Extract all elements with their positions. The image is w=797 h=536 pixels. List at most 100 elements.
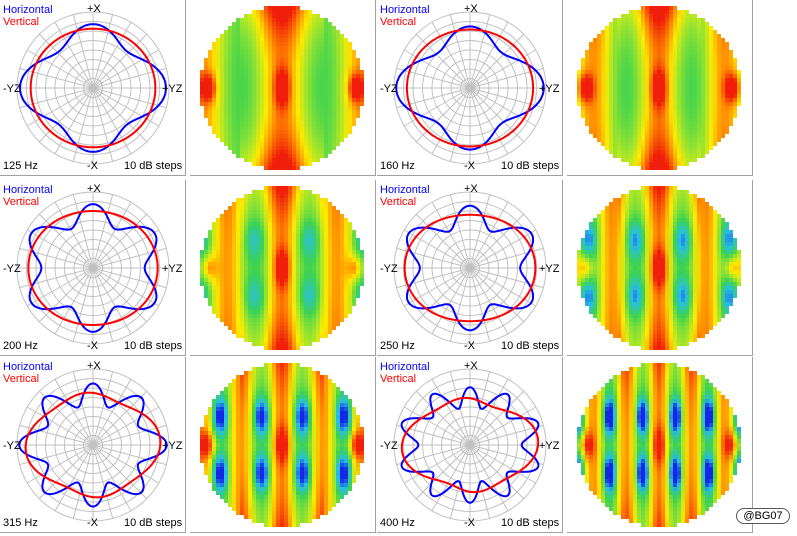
map-cell xyxy=(300,34,304,38)
map-cell xyxy=(220,86,224,90)
map-cell xyxy=(228,98,232,102)
map-cell xyxy=(292,290,296,294)
map-cell xyxy=(300,330,304,334)
map-cell xyxy=(284,118,288,122)
map-cell xyxy=(244,62,248,66)
map-cell xyxy=(605,146,609,150)
map-cell xyxy=(212,254,216,258)
map-cell xyxy=(661,238,665,242)
map-cell xyxy=(332,106,336,110)
map-cell xyxy=(601,278,605,282)
map-cell xyxy=(304,66,308,70)
map-cell xyxy=(609,110,613,114)
map-cell xyxy=(316,94,320,98)
map-cell xyxy=(328,70,332,74)
map-cell xyxy=(645,10,649,14)
map-cell xyxy=(729,106,733,110)
map-cell xyxy=(677,194,681,198)
map-cell xyxy=(617,58,621,62)
map-cell xyxy=(705,38,709,42)
map-cell xyxy=(324,282,328,286)
map-cell xyxy=(673,90,677,94)
map-cell xyxy=(705,74,709,78)
map-cell xyxy=(661,266,665,270)
polar-plot xyxy=(16,11,170,165)
map-cell xyxy=(613,18,617,22)
map-cell xyxy=(244,198,248,202)
map-cell xyxy=(661,86,665,90)
map-cell xyxy=(681,18,685,22)
map-cell xyxy=(308,238,312,242)
map-cell xyxy=(737,90,741,94)
map-cell xyxy=(609,50,613,54)
map-cell xyxy=(280,94,284,98)
map-cell xyxy=(597,122,601,126)
map-cell xyxy=(625,230,629,234)
map-cell xyxy=(633,246,637,250)
map-cell xyxy=(252,10,256,14)
map-cell xyxy=(248,18,252,22)
map-cell xyxy=(272,294,276,298)
map-cell xyxy=(296,54,300,58)
map-cell xyxy=(316,46,320,50)
map-cell xyxy=(288,282,292,286)
map-cell xyxy=(637,146,641,150)
map-cell xyxy=(328,22,332,26)
map-cell xyxy=(316,218,320,222)
map-cell xyxy=(208,234,212,238)
map-cell xyxy=(304,326,308,330)
map-cell xyxy=(685,22,689,26)
map-cell xyxy=(268,274,272,278)
map-cell xyxy=(613,282,617,286)
map-cell xyxy=(224,142,228,146)
map-cell xyxy=(601,270,605,274)
map-cell xyxy=(324,278,328,282)
map-cell xyxy=(268,154,272,158)
map-cell xyxy=(304,302,308,306)
map-cell xyxy=(661,102,665,106)
map-cell xyxy=(324,54,328,58)
map-cell xyxy=(725,282,729,286)
map-cell xyxy=(661,234,665,238)
map-cell xyxy=(284,134,288,138)
map-cell xyxy=(609,106,613,110)
map-cell xyxy=(621,30,625,34)
map-cell xyxy=(681,242,685,246)
map-cell xyxy=(665,30,669,34)
map-cell xyxy=(601,126,605,130)
map-cell xyxy=(272,298,276,302)
map-cell xyxy=(304,110,308,114)
map-cell xyxy=(705,102,709,106)
map-cell xyxy=(220,38,224,42)
map-cell xyxy=(252,338,256,342)
map-cell xyxy=(236,90,240,94)
map-cell xyxy=(276,330,280,334)
map-cell xyxy=(593,74,597,78)
map-cell xyxy=(581,62,585,66)
map-cell xyxy=(312,282,316,286)
map-cell xyxy=(252,98,256,102)
map-cell xyxy=(617,26,621,30)
map-cell xyxy=(653,194,657,198)
map-cell xyxy=(264,70,268,74)
map-cell xyxy=(717,218,721,222)
map-cell xyxy=(709,210,713,214)
map-cell xyxy=(224,218,228,222)
map-cell xyxy=(308,70,312,74)
map-cell xyxy=(232,318,236,322)
map-cell xyxy=(312,34,316,38)
map-cell xyxy=(661,90,665,94)
map-cell xyxy=(705,138,709,142)
map-cell xyxy=(665,282,669,286)
map-cell xyxy=(348,42,352,46)
map-cell xyxy=(661,94,665,98)
map-cell xyxy=(252,158,256,162)
map-cell xyxy=(264,246,268,250)
map-cell xyxy=(272,218,276,222)
map-cell xyxy=(252,258,256,262)
map-cell xyxy=(705,22,709,26)
map-cell xyxy=(581,238,585,242)
map-cell xyxy=(336,266,340,270)
map-cell xyxy=(324,34,328,38)
map-cell xyxy=(272,146,276,150)
